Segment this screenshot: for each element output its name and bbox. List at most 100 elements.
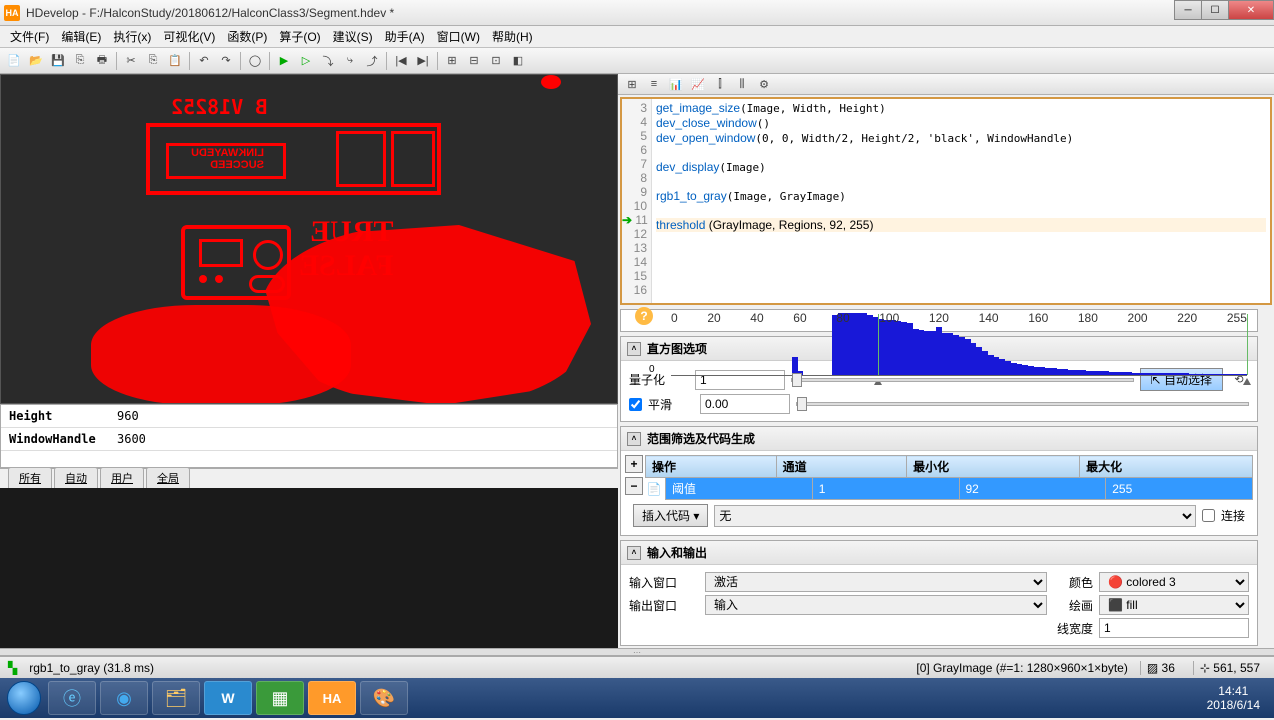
cut-icon[interactable]: ✂ — [121, 51, 141, 71]
step-out-icon[interactable]: ⤴ — [362, 51, 382, 71]
task-paint-icon[interactable]: 🎨 — [360, 681, 408, 715]
menu-item[interactable]: 算子(O) — [273, 26, 326, 47]
table-row[interactable]: 阈值 1 92 255 — [666, 478, 1253, 500]
input-window-label: 输入窗口 — [629, 574, 699, 591]
horizontal-splitter[interactable]: ⋯ — [0, 648, 1274, 656]
input-window-select[interactable]: 激活 — [705, 572, 1047, 592]
chevron-up-icon[interactable]: ˄ — [627, 546, 641, 560]
menu-item[interactable]: 窗口(W) — [431, 26, 486, 47]
start-button[interactable] — [4, 678, 44, 718]
histogram-panel[interactable]: 0 020406080100120140160180200220255 ? — [620, 309, 1258, 332]
smooth-checkbox[interactable] — [629, 398, 642, 411]
table-row: Height960 — [1, 405, 617, 428]
image-display[interactable]: B V18252 LINKWAYEDUSUCCEED TRUEFALSE — [0, 74, 618, 404]
quantization-slider[interactable] — [791, 378, 1134, 382]
print-icon[interactable]: 🖶 — [92, 51, 112, 71]
section-header-range[interactable]: ˄ 范围筛选及代码生成 — [621, 427, 1257, 451]
system-tray[interactable]: 14:41 2018/6/14 — [1197, 684, 1270, 712]
chevron-up-icon[interactable]: ˄ — [627, 432, 641, 446]
ed-hist-icon[interactable]: ⫿ — [710, 74, 730, 94]
ed-icon-2[interactable]: ≡ — [644, 74, 664, 94]
minimize-button[interactable]: ─ — [1174, 0, 1202, 20]
window-icon[interactable]: ⊞ — [442, 51, 462, 71]
saveall-icon[interactable]: ⎘ — [70, 51, 90, 71]
step-over-icon[interactable]: ⤵ — [318, 51, 338, 71]
open-icon[interactable]: 📂 — [26, 51, 46, 71]
linewidth-input[interactable] — [1099, 618, 1249, 638]
task-wps-icon[interactable]: W — [204, 681, 252, 715]
app-icon: HA — [4, 5, 20, 21]
insert-code-button[interactable]: 插入代码 ▾ — [633, 504, 708, 527]
col-channel: 通道 — [776, 456, 907, 478]
ed-line-icon[interactable]: 📈 — [688, 74, 708, 94]
status-left: rgb1_to_gray (31.8 ms) — [29, 661, 154, 675]
tab-全局[interactable]: 全局 — [146, 467, 190, 488]
tab-自动[interactable]: 自动 — [54, 467, 98, 488]
code-body[interactable]: get_image_size(Image, Width, Height) dev… — [652, 99, 1270, 303]
menu-item[interactable]: 文件(F) — [4, 26, 55, 47]
clock-date: 2018/6/14 — [1207, 698, 1260, 712]
status-image-info: [0] GrayImage (#=1: 1280×960×1×byte) — [916, 661, 1127, 675]
ed-chart-icon[interactable]: 📊 — [666, 74, 686, 94]
ed-tool-icon[interactable]: ⚙ — [754, 74, 774, 94]
new-icon[interactable]: 📄 — [4, 51, 24, 71]
color-select[interactable]: 🔴 colored 3 — [1099, 572, 1249, 592]
step-icon[interactable]: ▷ — [296, 51, 316, 71]
add-row-button[interactable]: + — [625, 455, 643, 473]
var-value: 960 — [109, 405, 617, 427]
task-media-icon[interactable]: ◉ — [100, 681, 148, 715]
window2-icon[interactable]: ⊟ — [464, 51, 484, 71]
menu-item[interactable]: 函数(P) — [221, 26, 273, 47]
var-name: WindowHandle — [1, 428, 109, 450]
ed-bars-icon[interactable]: ⫼ — [732, 74, 752, 94]
windows-taskbar: ⓔ ◉ 🗂 W ▦ HA 🎨 14:41 2018/6/14 — [0, 678, 1274, 718]
remove-row-button[interactable]: − — [625, 477, 643, 495]
task-excel-icon[interactable]: ▦ — [256, 681, 304, 715]
code-editor[interactable]: 3 4 5 6 7 8 9 10 ➔ 11 12 13 14 15 16 get… — [620, 97, 1272, 305]
menu-item[interactable]: 助手(A) — [379, 26, 431, 47]
skip-fwd-icon[interactable]: ▶| — [413, 51, 433, 71]
connect-checkbox[interactable] — [1202, 509, 1215, 522]
menu-item[interactable]: 执行(x) — [107, 26, 157, 47]
window3-icon[interactable]: ⊡ — [486, 51, 506, 71]
menu-item[interactable]: 可视化(V) — [157, 26, 221, 47]
menu-item[interactable]: 建议(S) — [327, 26, 379, 47]
task-ie-icon[interactable]: ⓔ — [48, 681, 96, 715]
draw-select[interactable]: ⬛ fill — [1099, 595, 1249, 615]
maximize-button[interactable]: ☐ — [1201, 0, 1229, 20]
copy-icon[interactable]: ⎘ — [143, 51, 163, 71]
draw-label: 绘画 — [1053, 597, 1093, 614]
tab-用户[interactable]: 用户 — [100, 467, 144, 488]
help-icon[interactable]: ? — [635, 307, 653, 325]
var-name: Height — [1, 405, 109, 427]
step-into-icon[interactable]: ⤷ — [340, 51, 360, 71]
section-header-io[interactable]: ˄ 输入和输出 — [621, 541, 1257, 565]
menu-item[interactable]: 帮助(H) — [486, 26, 539, 47]
paste-icon[interactable]: 📋 — [165, 51, 185, 71]
cell-channel: 1 — [812, 478, 959, 500]
chevron-up-icon[interactable]: ˄ — [627, 342, 641, 356]
main-toolbar: 📄 📂 💾 ⎘ 🖶 ✂ ⎘ 📋 ↶ ↷ ◯ ▶ ▷ ⤵ ⤷ ⤴ |◀ ▶| ⊞ … — [0, 48, 1274, 74]
tab-所有[interactable]: 所有 — [8, 467, 52, 488]
ed-icon-1[interactable]: ⊞ — [622, 74, 642, 94]
undo-icon[interactable]: ↶ — [194, 51, 214, 71]
variable-tabs: 所有自动用户全局 — [0, 468, 618, 488]
menu-item[interactable]: 编辑(E) — [55, 26, 107, 47]
close-button[interactable]: ✕ — [1228, 0, 1274, 20]
smooth-input[interactable] — [700, 394, 790, 414]
output-window-label: 输出窗口 — [629, 597, 699, 614]
window4-icon[interactable]: ◧ — [508, 51, 528, 71]
connect-label: 连接 — [1221, 507, 1245, 524]
run-icon[interactable]: ▶ — [274, 51, 294, 71]
smooth-slider[interactable] — [796, 402, 1249, 406]
output-window-select[interactable]: 输入 — [705, 595, 1047, 615]
skip-back-icon[interactable]: |◀ — [391, 51, 411, 71]
task-explorer-icon[interactable]: 🗂 — [152, 681, 200, 715]
stop-icon[interactable]: ◯ — [245, 51, 265, 71]
redo-icon[interactable]: ↷ — [216, 51, 236, 71]
status-bar: ▚ rgb1_to_gray (31.8 ms) [0] GrayImage (… — [0, 656, 1274, 678]
task-hdevelop-icon[interactable]: HA — [308, 681, 356, 715]
left-pane: B V18252 LINKWAYEDUSUCCEED TRUEFALSE Hei… — [0, 74, 618, 648]
save-icon[interactable]: 💾 — [48, 51, 68, 71]
insert-code-select[interactable]: 无 — [714, 505, 1196, 527]
